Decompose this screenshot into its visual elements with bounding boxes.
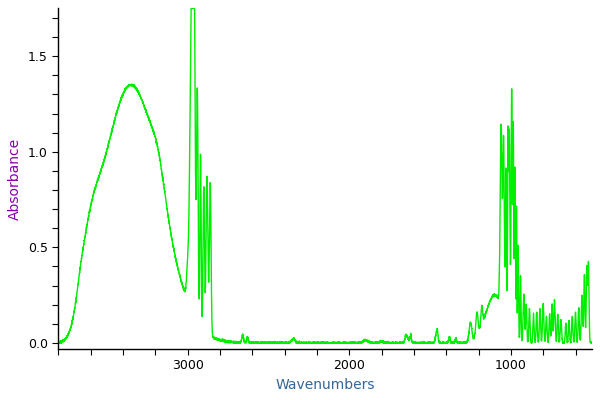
- X-axis label: Wavenumbers: Wavenumbers: [275, 378, 375, 392]
- Y-axis label: Absorbance: Absorbance: [8, 138, 22, 220]
